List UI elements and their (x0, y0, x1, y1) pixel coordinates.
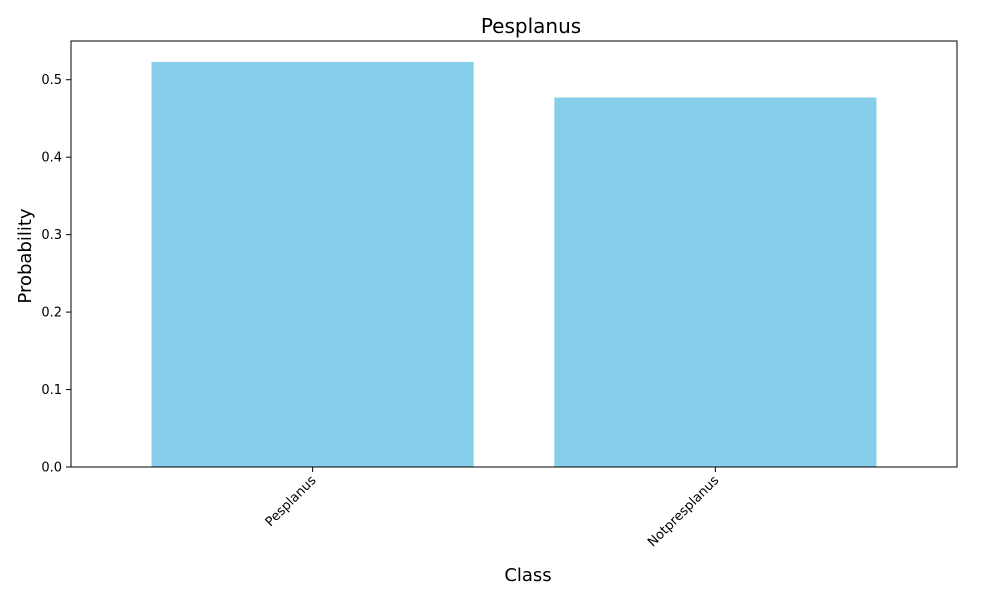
x-axis: Pesplanus Notpresplanus (263, 467, 722, 550)
bar-notpresplanus (554, 97, 877, 468)
y-axis-label: Probability (15, 208, 36, 303)
y-tick-label: 0.3 (41, 228, 62, 243)
y-tick-label: 0.1 (41, 383, 62, 398)
y-tick-label: 0.2 (41, 306, 62, 321)
x-tick-label: Pesplanus (263, 473, 320, 530)
y-axis: 0.0 0.1 0.2 0.3 0.4 0.5 (41, 73, 71, 476)
bars-layer (151, 61, 877, 468)
y-tick-label: 0.0 (41, 461, 62, 476)
bar-pesplanus (151, 61, 474, 468)
y-tick-label: 0.5 (41, 73, 62, 88)
x-tick-label: Notpresplanus (645, 473, 722, 550)
chart-title: Pesplanus (481, 14, 581, 38)
y-tick-label: 0.4 (41, 151, 62, 166)
plot-frame (70, 40, 958, 468)
x-axis-label: Class (504, 565, 551, 586)
